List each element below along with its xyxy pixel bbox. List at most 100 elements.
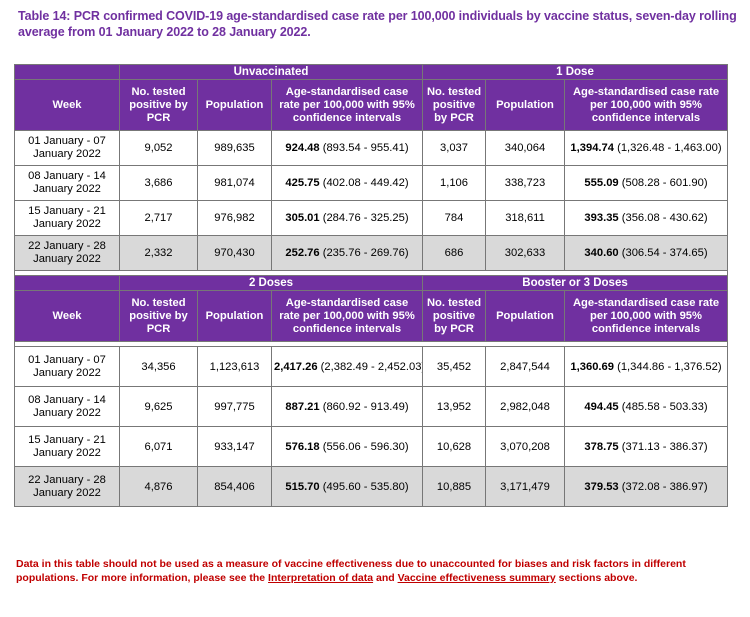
rate-cell: 576.18 (556.06 - 596.30) [272,427,423,467]
week-cell: 15 January - 21 January 2022 [15,201,120,236]
tested-cell: 10,628 [423,427,486,467]
population-cell: 318,611 [486,201,565,236]
tested-cell: 784 [423,201,486,236]
group-header: Unvaccinated [120,65,423,80]
rate-ci: (485.58 - 503.33) [622,401,708,413]
tested-cell: 13,952 [423,387,486,427]
rate-cell: 379.53 (372.08 - 386.97) [565,467,728,507]
col-header-week: Week [15,80,120,131]
note-text-after: sections above. [556,572,638,584]
rate-value: 305.01 [285,212,319,224]
group-header-spacer [15,65,120,80]
week-cell: 22 January - 28 January 2022 [15,236,120,271]
tested-cell: 34,356 [120,347,198,387]
col-header-tested: No. tested positive by PCR [120,291,198,342]
rate-ci: (306.54 - 374.65) [622,247,708,259]
rate-ci: (371.13 - 386.37) [622,441,708,453]
disclaimer-note: Data in this table should not be used as… [16,557,734,585]
rate-ci: (235.76 - 269.76) [323,247,409,259]
rate-value: 2,417.26 [274,361,318,373]
rate-ci: (893.54 - 955.41) [323,142,409,154]
tested-cell: 2,332 [120,236,198,271]
tested-cell: 1,106 [423,166,486,201]
population-cell: 989,635 [198,131,272,166]
population-cell: 970,430 [198,236,272,271]
rate-value: 393.35 [584,212,618,224]
tested-cell: 9,625 [120,387,198,427]
col-header-rate: Age-standardised case rate per 100,000 w… [272,291,423,342]
column-header-row: Week No. tested positive by PCR Population… [15,291,728,342]
table-row: 22 January - 28 January 2022 4,876 854,406… [15,467,728,507]
rate-cell: 252.76 (235.76 - 269.76) [272,236,423,271]
rate-ci: (402.08 - 449.42) [323,177,409,189]
population-cell: 2,847,544 [486,347,565,387]
group-header: Booster or 3 Doses [423,276,728,291]
col-header-population: Population [198,80,272,131]
population-cell: 933,147 [198,427,272,467]
rate-value: 1,394.74 [570,142,614,154]
tested-cell: 10,885 [423,467,486,507]
rate-value: 252.76 [285,247,319,259]
rate-ci: (860.92 - 913.49) [323,401,409,413]
rate-ci: (284.76 - 325.25) [323,212,409,224]
population-cell: 340,064 [486,131,565,166]
tested-cell: 6,071 [120,427,198,467]
rate-ci: (495.60 - 535.80) [323,481,409,493]
table-row: 01 January - 07 January 2022 34,356 1,123,… [15,347,728,387]
column-header-row: Week No. tested positive by PCR Population… [15,80,728,131]
group-header: 1 Dose [423,65,728,80]
population-cell: 3,070,208 [486,427,565,467]
rate-value: 340.60 [584,247,618,259]
population-cell: 2,982,048 [486,387,565,427]
col-header-rate: Age-standardised case rate per 100,000 w… [565,80,728,131]
tested-cell: 4,876 [120,467,198,507]
rate-ci: (356.08 - 430.62) [622,212,708,224]
case-rate-table: Unvaccinated 1 Dose Week No. tested positiv… [14,64,728,507]
col-header-population: Population [486,80,565,131]
rate-ci: (508.28 - 601.90) [622,177,708,189]
population-cell: 302,633 [486,236,565,271]
population-cell: 3,171,479 [486,467,565,507]
note-text-mid: and [373,572,398,584]
table-row: 22 January - 28 January 2022 2,332 970,430… [15,236,728,271]
table-title: Table 14: PCR confirmed COVID-19 age-sta… [18,8,738,40]
table-row: 15 January - 21 January 2022 2,717 976,982… [15,201,728,236]
rate-cell: 924.48 (893.54 - 955.41) [272,131,423,166]
rate-value: 378.75 [584,441,618,453]
tested-cell: 9,052 [120,131,198,166]
col-header-tested: No. tested positive by PCR [423,80,486,131]
week-cell: 08 January - 14 January 2022 [15,387,120,427]
rate-cell: 1,394.74 (1,326.48 - 1,463.00) [565,131,728,166]
group-header-row: 2 Doses Booster or 3 Doses [15,276,728,291]
rate-cell: 555.09 (508.28 - 601.90) [565,166,728,201]
rate-value: 515.70 [285,481,319,493]
group-header: 2 Doses [120,276,423,291]
rate-cell: 305.01 (284.76 - 325.25) [272,201,423,236]
population-cell: 997,775 [198,387,272,427]
rate-value: 887.21 [285,401,319,413]
tested-cell: 35,452 [423,347,486,387]
population-cell: 854,406 [198,467,272,507]
table-row: 08 January - 14 January 2022 9,625 997,775… [15,387,728,427]
rate-value: 576.18 [285,441,319,453]
rate-cell: 494.45 (485.58 - 503.33) [565,387,728,427]
population-cell: 1,123,613 [198,347,272,387]
vaccine-effectiveness-summary-link[interactable]: Vaccine effectiveness summary [398,572,556,584]
population-cell: 981,074 [198,166,272,201]
rate-cell: 340.60 (306.54 - 374.65) [565,236,728,271]
col-header-tested: No. tested positive by PCR [423,291,486,342]
col-header-week: Week [15,291,120,342]
tested-cell: 686 [423,236,486,271]
rate-cell: 515.70 (495.60 - 535.80) [272,467,423,507]
tested-cell: 3,037 [423,131,486,166]
rate-cell: 1,360.69 (1,344.86 - 1,376.52) [565,347,728,387]
col-header-tested: No. tested positive by PCR [120,80,198,131]
week-cell: 01 January - 07 January 2022 [15,347,120,387]
rate-ci: (1,344.86 - 1,376.52) [617,361,722,373]
population-cell: 338,723 [486,166,565,201]
interpretation-of-data-link[interactable]: Interpretation of data [268,572,373,584]
col-header-population: Population [198,291,272,342]
rate-value: 494.45 [584,401,618,413]
rate-value: 379.53 [584,481,618,493]
rate-cell: 378.75 (371.13 - 386.37) [565,427,728,467]
